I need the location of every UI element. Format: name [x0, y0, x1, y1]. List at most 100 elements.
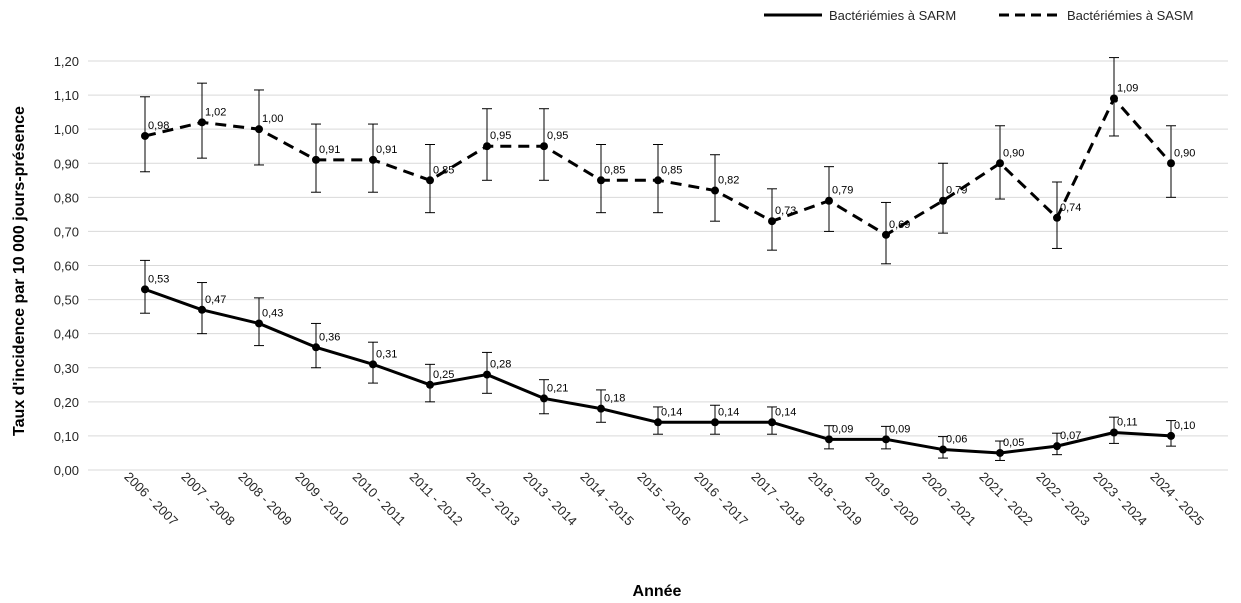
- data-label-sasm: 0,90: [1174, 147, 1195, 159]
- data-point-sasm: [312, 155, 320, 164]
- x-tick-label: 2024 - 2025: [1147, 469, 1207, 529]
- data-point-sarm: [654, 418, 662, 427]
- data-point-sarm: [198, 305, 206, 314]
- y-tick-label: 0,60: [54, 259, 79, 274]
- data-point-sarm: [882, 435, 890, 444]
- series-layer: [140, 57, 1176, 461]
- data-point-sasm: [996, 159, 1004, 168]
- x-tick-label: 2010 - 2011: [350, 469, 409, 528]
- gridlines: [88, 60, 1228, 471]
- data-label-sasm: 0,82: [718, 175, 739, 187]
- data-label-sarm: 0,14: [661, 406, 682, 418]
- data-label-sarm: 0,07: [1060, 430, 1081, 442]
- data-label-sarm: 0,05: [1003, 437, 1024, 449]
- data-point-sasm: [198, 118, 206, 127]
- data-label-sarm: 0,14: [718, 406, 739, 418]
- data-label-sasm: 0,74: [1060, 202, 1081, 214]
- y-tick-label: 0,90: [54, 156, 79, 171]
- data-point-sasm: [654, 176, 662, 185]
- data-point-sasm: [369, 155, 377, 164]
- y-tick-label: 0,30: [54, 361, 79, 376]
- y-tick-label: 1,20: [54, 54, 79, 69]
- x-tick-label: 2021 - 2022: [976, 469, 1036, 529]
- legend: Bactériémies à SARM Bactériémies à SASM: [764, 8, 1193, 23]
- x-tick-label: 2023 - 2024: [1090, 469, 1150, 529]
- data-label-sarm: 0,53: [148, 273, 169, 285]
- y-tick-label: 0,10: [54, 429, 79, 444]
- x-tick-label: 2006 - 2007: [121, 469, 181, 529]
- data-labels: 0,53 0,47 0,43 0,36 0,31 0,25 0,28 0,21 0,18 0,14…: [148, 82, 1195, 448]
- x-tick-label: 2011 - 2012: [407, 469, 466, 528]
- data-label-sasm: 0,91: [319, 144, 340, 156]
- data-point-sasm: [1167, 159, 1175, 168]
- data-label-sarm: 0,25: [433, 369, 454, 381]
- y-tick-label: 0,20: [54, 395, 79, 410]
- data-label-sasm: 0,85: [661, 164, 682, 176]
- data-label-sarm: 0,09: [889, 423, 910, 435]
- x-tick-label: 2007 - 2008: [178, 469, 238, 529]
- data-label-sarm: 0,28: [490, 359, 511, 371]
- y-tick-label: 0,40: [54, 327, 79, 342]
- data-point-sasm: [426, 176, 434, 185]
- x-tick-label: 2022 - 2023: [1033, 469, 1093, 529]
- data-point-sarm: [597, 404, 605, 413]
- data-point-sarm: [540, 394, 548, 403]
- data-point-sasm: [825, 196, 833, 205]
- data-point-sasm: [939, 196, 947, 205]
- series-sasm: [140, 57, 1176, 265]
- y-tick-label: 0,80: [54, 190, 79, 205]
- data-point-sarm: [825, 435, 833, 444]
- data-label-sasm: 0,69: [889, 219, 910, 231]
- x-tick-label: 2013 - 2014: [520, 469, 580, 529]
- legend-sarm-label: Bactériémies à SARM: [829, 8, 956, 23]
- y-tick-label: 1,10: [54, 88, 79, 103]
- data-label-sarm: 0,18: [604, 393, 625, 405]
- data-point-sasm: [597, 176, 605, 185]
- data-point-sasm: [882, 230, 890, 239]
- data-point-sasm: [1110, 94, 1118, 103]
- data-label-sasm: 1,00: [262, 113, 283, 125]
- x-tick-label: 2020 - 2021: [919, 469, 979, 529]
- data-point-sarm: [1110, 428, 1118, 437]
- x-tick-label: 2019 - 2020: [862, 469, 922, 529]
- data-point-sarm: [996, 448, 1004, 457]
- data-point-sasm: [540, 142, 548, 151]
- data-label-sarm: 0,14: [775, 406, 796, 418]
- data-point-sarm: [312, 343, 320, 352]
- x-tick-label: 2014 - 2015: [577, 469, 637, 529]
- y-tick-label: 0,70: [54, 224, 79, 239]
- data-label-sarm: 0,31: [376, 348, 397, 360]
- data-label-sasm: 0,95: [547, 130, 568, 142]
- data-point-sasm: [483, 142, 491, 151]
- data-label-sasm: 0,95: [490, 130, 511, 142]
- y-axis-title: Taux d'incidence par 10 000 jours-présen…: [11, 106, 28, 436]
- data-label-sasm: 0,90: [1003, 147, 1024, 159]
- x-tick-label: 2018 - 2019: [805, 469, 865, 529]
- data-point-sarm: [1167, 431, 1175, 440]
- data-label-sasm: 0,79: [946, 185, 967, 197]
- data-label-sasm: 1,09: [1117, 82, 1138, 94]
- x-tick-label: 2016 - 2017: [691, 469, 751, 529]
- data-label-sasm: 0,85: [433, 164, 454, 176]
- data-label-sasm: 0,73: [775, 205, 796, 217]
- data-label-sasm: 1,02: [205, 106, 226, 118]
- data-label-sasm: 0,98: [148, 120, 169, 132]
- data-label-sarm: 0,36: [319, 331, 340, 343]
- data-point-sarm: [255, 319, 263, 328]
- y-tick-label: 1,00: [54, 122, 79, 137]
- data-point-sarm: [711, 418, 719, 427]
- data-label-sarm: 0,43: [262, 307, 283, 319]
- data-label-sarm: 0,06: [946, 434, 967, 446]
- data-label-sasm: 0,91: [376, 144, 397, 156]
- data-point-sarm: [939, 445, 947, 454]
- data-point-sarm: [141, 285, 149, 294]
- x-tick-label: 2009 - 2010: [292, 469, 352, 529]
- data-label-sarm: 0,47: [205, 294, 226, 306]
- data-point-sarm: [1053, 442, 1061, 451]
- x-tick-label: 2008 - 2009: [235, 469, 295, 529]
- series-sarm: [140, 259, 1176, 461]
- y-tick-label: 0,50: [54, 293, 79, 308]
- y-axis-ticks: 0,00 0,10 0,20 0,30 0,40 0,50 0,60 0,70 0,80 0,90…: [54, 54, 79, 478]
